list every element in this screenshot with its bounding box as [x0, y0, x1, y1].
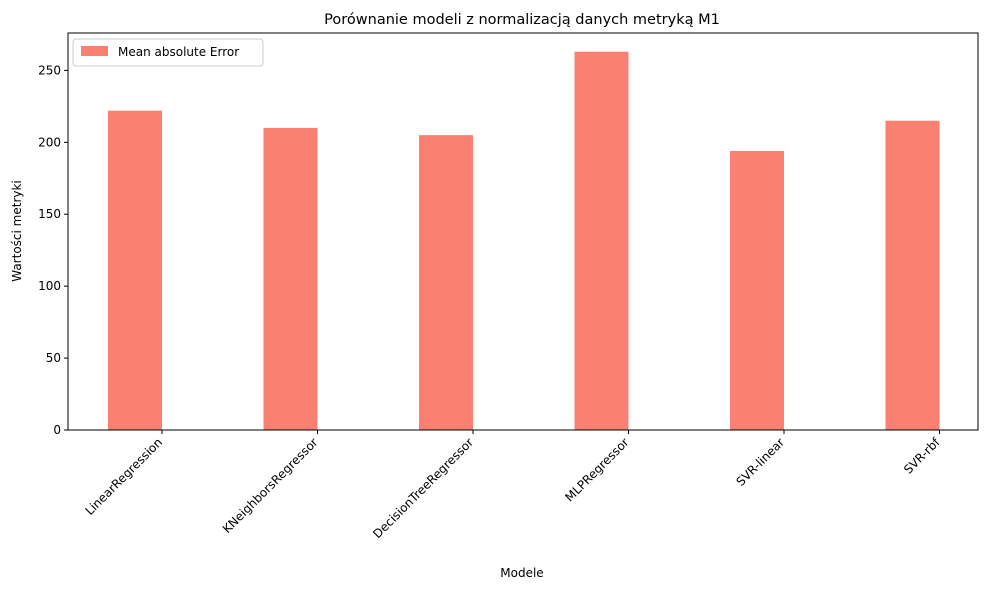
axes-frame [67, 32, 979, 431]
bar-kneighborsregressor [263, 127, 318, 430]
x-tick-label: KNeighborsRegressor [220, 435, 321, 536]
y-tick-label: 150 [38, 207, 61, 221]
legend: Mean absolute Error [72, 38, 264, 67]
x-axis-title: Modele [500, 566, 543, 580]
bar-linearregression [108, 110, 162, 430]
y-tick-label: 200 [38, 135, 61, 149]
y-tick-label: 250 [38, 63, 61, 77]
x-tick-label: LinearRegression [82, 435, 165, 518]
y-axis-title: Wartości metryki [10, 180, 24, 282]
legend-frame [72, 38, 264, 67]
bar-decisiontreeregressor [419, 135, 473, 430]
plot-area: 0 50 100 150 200 250 LinearRegression KNeighbor… [38, 32, 979, 541]
y-tick-label: 50 [46, 351, 61, 365]
chart-title: Porównanie modeli z normalizacją danych … [324, 12, 720, 28]
y-tick-label: 100 [38, 279, 61, 293]
legend-swatch [81, 46, 108, 56]
legend-label: Mean absolute Error [118, 45, 239, 59]
bar-svr-linear [730, 150, 784, 430]
x-tick-label: SVR-rbf [901, 435, 943, 477]
x-tick-label: SVR-linear [733, 435, 787, 489]
x-tick-label: DecisionTreeRegressor [370, 435, 476, 541]
bar-mlpregressor [574, 51, 629, 430]
y-tick-label: 0 [53, 423, 61, 437]
x-tick-label: MLPRegressor [562, 435, 631, 504]
bar-svr-rbf [885, 120, 940, 431]
